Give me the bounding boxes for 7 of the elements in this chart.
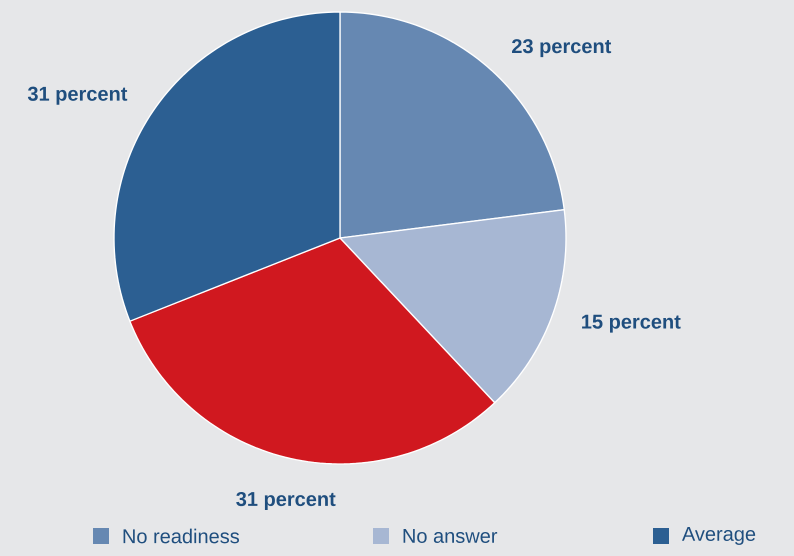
data-label: 15 percent: [582, 314, 681, 333]
data-label: 31 percent: [28, 86, 128, 105]
data-label: 31 percent: [236, 492, 336, 510]
legend-label: No readiness: [124, 528, 239, 544]
legend-label: No answer: [404, 529, 498, 543]
data-label: 23 percent: [512, 39, 612, 58]
legend-label: Average: [682, 527, 756, 545]
